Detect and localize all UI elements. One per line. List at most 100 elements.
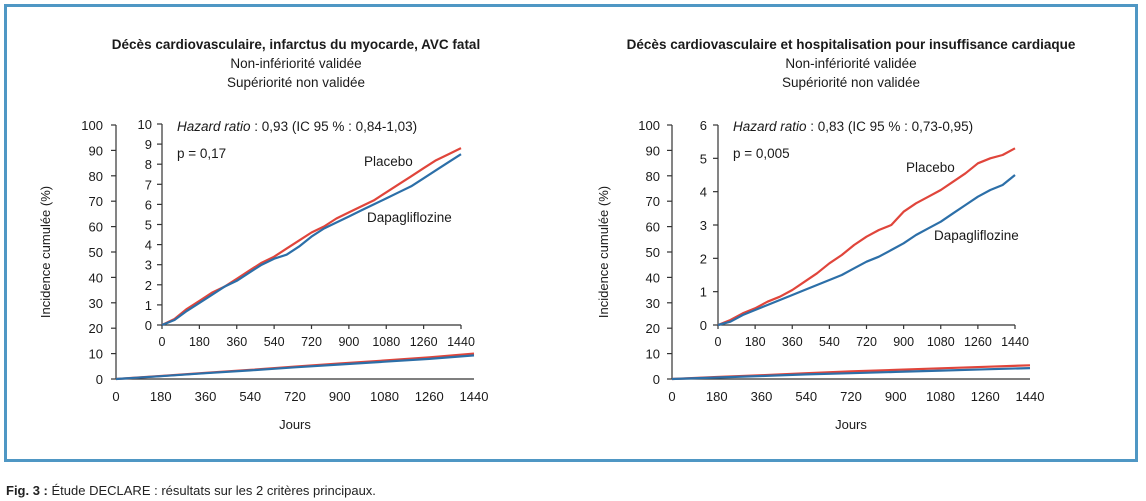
inset-y-tick-label: 6: [145, 197, 152, 212]
outer-y-tick-label: 40: [646, 270, 660, 285]
outer-y-tick-label: 60: [646, 220, 660, 235]
inset-series-placebo: [161, 147, 462, 326]
inset-x-tick-label: 540: [264, 335, 285, 349]
inset-x-tick-label: 1080: [372, 335, 400, 349]
outer-x-tick-label: 1440: [460, 389, 489, 404]
inset-y-tick-label: 0: [700, 318, 707, 333]
outer-x-tick-label: 540: [795, 389, 817, 404]
inset-y-tick-label: 4: [145, 238, 152, 253]
inset-x-tick-label: 1260: [410, 335, 438, 349]
inset-series-dapagliflozine: [161, 153, 462, 327]
chart-subtitle: Supériorité non validée: [782, 75, 920, 90]
outer-y-tick-label: 50: [646, 245, 660, 260]
inset-x-tick-label: 900: [338, 335, 359, 349]
inset-y-tick-label: 1: [145, 298, 152, 313]
hazard-ratio-annotation: Hazard ratio : 0,93 (IC 95 % : 0,84-1,03…: [177, 119, 417, 134]
inset-x-tick-label: 540: [819, 335, 840, 349]
outer-x-tick-label: 720: [284, 389, 306, 404]
inset-y-tick-label: 5: [700, 151, 707, 166]
series-label-dapagliflozine: Dapagliflozine: [367, 210, 452, 225]
inset-y-tick-label: 8: [145, 157, 152, 172]
inset-x-tick-label: 180: [189, 335, 210, 349]
outer-series-dapagliflozine: [115, 354, 475, 381]
inset-x-tick-label: 360: [782, 335, 803, 349]
outer-x-tick-label: 540: [239, 389, 261, 404]
outer-x-tick-label: 1080: [926, 389, 955, 404]
outer-y-tick-label: 100: [638, 118, 660, 133]
inset-x-tick-label: 360: [226, 335, 247, 349]
inset-x-tick-label: 1260: [964, 335, 992, 349]
inset-y-tick-label: 3: [700, 218, 707, 233]
outer-x-tick-label: 1080: [370, 389, 399, 404]
outer-x-tick-label: 1440: [1016, 389, 1045, 404]
chart-subtitle: Supériorité non validée: [227, 75, 365, 90]
outer-y-tick-label: 80: [89, 169, 103, 184]
hazard-ratio-value: : 0,83 (IC 95 % : 0,73-0,95): [807, 119, 974, 134]
inset-y-tick-label: 1: [700, 285, 707, 300]
inset-y-tick-label: 10: [138, 117, 152, 132]
outer-series-dapagliflozine: [671, 367, 1031, 381]
inset-y-tick-label: 4: [700, 185, 707, 200]
outer-x-tick-label: 180: [150, 389, 172, 404]
outer-y-tick-label: 30: [646, 296, 660, 311]
inset-x-tick-label: 900: [893, 335, 914, 349]
inset-x-tick-label: 0: [715, 335, 722, 349]
inset-y-tick-label: 2: [700, 251, 707, 266]
outer-y-tick-label: 0: [96, 372, 103, 387]
inset-y-tick-label: 0: [145, 318, 152, 333]
outer-y-tick-label: 0: [653, 372, 660, 387]
x-axis-label: Jours: [835, 417, 867, 432]
chart-title: Décès cardiovasculaire et hospitalisatio…: [627, 37, 1076, 52]
figure-caption: Fig. 3 : Étude DECLARE : résultats sur l…: [6, 483, 376, 498]
series-label-dapagliflozine: Dapagliflozine: [934, 228, 1019, 243]
series-label-placebo: Placebo: [906, 160, 955, 175]
hazard-ratio-value: : 0,93 (IC 95 % : 0,84-1,03): [251, 119, 418, 134]
outer-y-tick-label: 90: [646, 143, 660, 158]
inset-y-tick-label: 7: [145, 177, 152, 192]
inset-x-tick-label: 0: [159, 335, 166, 349]
outer-x-tick-label: 360: [751, 389, 773, 404]
chart-title: Décès cardiovasculaire, infarctus du myo…: [112, 37, 480, 52]
outer-y-tick-label: 20: [89, 321, 103, 336]
outer-x-tick-label: 900: [329, 389, 351, 404]
outer-y-tick-label: 90: [89, 143, 103, 158]
outer-x-tick-label: 1260: [415, 389, 444, 404]
hazard-ratio-label: Hazard ratio: [733, 119, 807, 134]
outer-x-tick-label: 720: [840, 389, 862, 404]
series-label-placebo: Placebo: [364, 154, 413, 169]
outer-y-tick-label: 20: [646, 321, 660, 336]
outer-y-tick-label: 10: [646, 347, 660, 362]
outer-y-tick-label: 30: [89, 296, 103, 311]
outer-x-tick-label: 180: [706, 389, 728, 404]
inset-x-tick-label: 720: [301, 335, 322, 349]
inset-y-tick-label: 6: [700, 118, 707, 133]
inset-y-tick-label: 5: [145, 218, 152, 233]
chart-2: Décès cardiovasculaire et hospitalisatio…: [596, 37, 1076, 432]
chart-subtitle: Non-infériorité validée: [230, 56, 361, 71]
y-axis-label: Incidence cumulée (%): [38, 186, 53, 318]
chart-subtitle: Non-infériorité validée: [785, 56, 916, 71]
inset-x-tick-label: 1440: [447, 335, 475, 349]
inset-x-tick-label: 180: [745, 335, 766, 349]
x-axis-label: Jours: [279, 417, 311, 432]
inset-x-tick-label: 1440: [1001, 335, 1029, 349]
outer-y-tick-label: 100: [81, 118, 103, 133]
figure-frame: [4, 4, 1138, 462]
caption-text: Étude DECLARE : résultats sur les 2 crit…: [47, 483, 376, 498]
outer-x-tick-label: 1260: [971, 389, 1000, 404]
inset-y-tick-label: 2: [145, 278, 152, 293]
inset-y-tick-label: 9: [145, 137, 152, 152]
p-value-annotation: p = 0,17: [177, 146, 226, 161]
outer-y-tick-label: 10: [89, 347, 103, 362]
p-value-annotation: p = 0,005: [733, 146, 790, 161]
outer-x-tick-label: 0: [112, 389, 119, 404]
outer-x-tick-label: 900: [885, 389, 907, 404]
outer-y-tick-label: 70: [89, 194, 103, 209]
inset-x-tick-label: 1080: [927, 335, 955, 349]
inset-y-tick-label: 3: [145, 258, 152, 273]
outer-x-tick-label: 360: [195, 389, 217, 404]
outer-y-tick-label: 40: [89, 270, 103, 285]
outer-y-tick-label: 70: [646, 194, 660, 209]
chart-1: Décès cardiovasculaire, infarctus du myo…: [38, 37, 488, 432]
